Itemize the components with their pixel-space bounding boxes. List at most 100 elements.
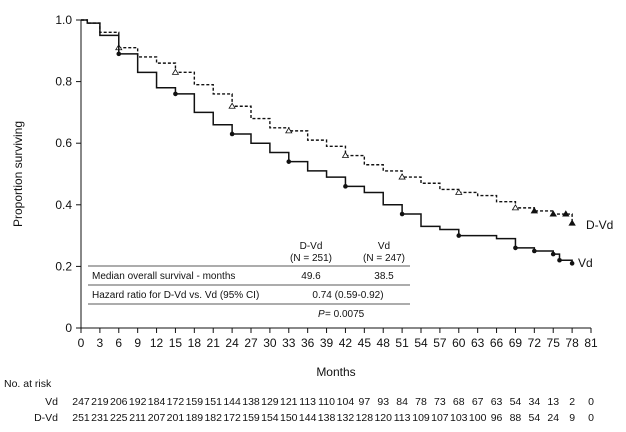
at-risk-dvd: 88 bbox=[510, 412, 522, 424]
x-tick-label: 15 bbox=[169, 336, 183, 350]
at-risk-vd: 93 bbox=[377, 396, 389, 408]
at-risk-vd: 2 bbox=[569, 396, 575, 408]
x-tick-label: 21 bbox=[207, 336, 221, 350]
y-axis-label: Proportion surviving bbox=[11, 121, 25, 227]
censor-mark-vd bbox=[557, 257, 562, 263]
survival-curve-dvd bbox=[81, 19, 573, 224]
censor-mark-vd bbox=[229, 131, 235, 137]
at-risk-vd: 104 bbox=[337, 396, 355, 408]
censor-mark-vd bbox=[513, 245, 518, 251]
at-risk-vd: 110 bbox=[318, 396, 335, 408]
at-risk-vd: 151 bbox=[204, 396, 222, 408]
at-risk-dvd: 100 bbox=[469, 412, 487, 424]
at-risk-vd: 113 bbox=[299, 396, 316, 408]
x-tick-label: 42 bbox=[339, 336, 353, 350]
header-vd-n: (N = 247) bbox=[363, 253, 405, 264]
x-tick-label: 54 bbox=[414, 336, 428, 350]
censor-mark-vd bbox=[343, 184, 348, 189]
censor-mark-vd bbox=[550, 251, 556, 257]
at-risk-vd: 144 bbox=[223, 396, 241, 408]
censor-mark-dvd bbox=[530, 207, 539, 214]
at-risk-dvd: 172 bbox=[223, 412, 241, 424]
censor-mark-vd bbox=[286, 159, 292, 164]
censor-mark-dvd bbox=[568, 219, 576, 226]
censor-mark-dvd bbox=[285, 127, 293, 134]
at-risk-dvd: 54 bbox=[528, 412, 540, 424]
at-risk-dvd: 107 bbox=[431, 412, 449, 424]
hr-label: Hazard ratio for D-Vd vs. Vd (95% CI) bbox=[92, 290, 259, 301]
censor-mark-dvd bbox=[511, 204, 520, 211]
hr-value: 0.74 (0.59-0.92) bbox=[312, 290, 383, 301]
at-risk-title: No. at risk bbox=[4, 378, 52, 390]
at-risk-dvd: 251 bbox=[72, 412, 90, 424]
censor-mark-dvd bbox=[562, 210, 570, 217]
at-risk-vd: 0 bbox=[588, 396, 594, 408]
at-risk-dvd: 211 bbox=[129, 412, 146, 424]
at-risk-vd: 159 bbox=[186, 396, 204, 408]
x-tick-label: 12 bbox=[150, 336, 164, 350]
at-risk-dvd: 109 bbox=[412, 412, 430, 424]
x-tick-label: 66 bbox=[490, 336, 504, 350]
at-risk-vd: 206 bbox=[110, 396, 128, 408]
x-tick-label: 24 bbox=[225, 336, 239, 350]
x-tick-label: 60 bbox=[452, 336, 466, 350]
at-risk-vd: 192 bbox=[129, 396, 147, 408]
x-tick-label: 51 bbox=[395, 336, 409, 350]
at-risk-dvd: 144 bbox=[299, 412, 317, 424]
x-tick-label: 57 bbox=[433, 336, 447, 350]
y-tick-label: 0.4 bbox=[55, 198, 72, 212]
survival-curve-vd bbox=[81, 19, 573, 264]
at-risk-label-vd: Vd bbox=[45, 396, 58, 408]
at-risk-vd: 68 bbox=[453, 396, 465, 408]
at-risk-vd: 121 bbox=[280, 396, 298, 408]
at-risk-dvd: 189 bbox=[186, 412, 204, 424]
at-risk-vd: 172 bbox=[167, 396, 185, 408]
at-risk-dvd: 120 bbox=[374, 412, 392, 424]
x-tick-label: 3 bbox=[97, 336, 104, 350]
at-risk-dvd: 231 bbox=[91, 412, 109, 424]
censor-mark-vd bbox=[569, 261, 575, 266]
censor-mark-vd bbox=[532, 248, 537, 254]
at-risk-vd: 84 bbox=[396, 396, 408, 408]
median-vd: 38.5 bbox=[374, 271, 394, 282]
x-tick-label: 72 bbox=[528, 336, 542, 350]
x-tick-label: 0 bbox=[78, 336, 85, 350]
at-risk-dvd: 138 bbox=[318, 412, 336, 424]
at-risk-dvd: 154 bbox=[261, 412, 279, 424]
x-tick-label: 30 bbox=[263, 336, 277, 350]
series-label-vd: Vd bbox=[578, 256, 593, 270]
at-risk-dvd: 182 bbox=[204, 412, 222, 424]
at-risk-dvd: 113 bbox=[394, 412, 411, 424]
x-tick-label: 36 bbox=[301, 336, 315, 350]
header-vd: Vd bbox=[378, 241, 390, 252]
x-tick-label: 75 bbox=[547, 336, 561, 350]
at-risk-dvd: 132 bbox=[337, 412, 355, 424]
censor-mark-dvd bbox=[341, 151, 350, 158]
p-label: P bbox=[318, 309, 325, 320]
y-tick-label: 0.6 bbox=[55, 136, 72, 150]
at-risk-vd: 73 bbox=[434, 396, 446, 408]
at-risk-label-dvd: D-Vd bbox=[34, 412, 58, 424]
axes: 0 3 6 9 12 15 18 21 24 27 30 33 36 39 42 45 48 51 54 57 60 63… bbox=[55, 13, 598, 350]
at-risk-vd: 63 bbox=[491, 396, 503, 408]
x-tick-label: 39 bbox=[320, 336, 334, 350]
at-risk-dvd: 207 bbox=[148, 412, 166, 424]
series-label-dvd: D-Vd bbox=[586, 218, 613, 232]
at-risk-vd: 54 bbox=[510, 396, 522, 408]
at-risk-vd: 138 bbox=[242, 396, 260, 408]
at-risk-dvd: 225 bbox=[110, 412, 128, 424]
stats-table: D-Vd (N = 251) Vd (N = 247) Median overa… bbox=[88, 241, 410, 320]
x-tick-label: 63 bbox=[471, 336, 485, 350]
median-dvd: 49.6 bbox=[301, 271, 321, 282]
x-tick-label: 27 bbox=[244, 336, 258, 350]
y-tick-label: 0.2 bbox=[55, 259, 72, 273]
at-risk-dvd: 159 bbox=[242, 412, 260, 424]
at-risk-vd: 129 bbox=[261, 396, 279, 408]
at-risk-dvd: 9 bbox=[569, 412, 575, 424]
y-tick-label: 0.8 bbox=[55, 75, 72, 89]
censor-mark-dvd bbox=[171, 68, 180, 75]
x-axis-label: Months bbox=[316, 365, 355, 379]
censor-mark-dvd bbox=[549, 210, 557, 217]
at-risk-vd: 184 bbox=[148, 396, 166, 408]
censor-mark-dvd bbox=[455, 188, 463, 195]
